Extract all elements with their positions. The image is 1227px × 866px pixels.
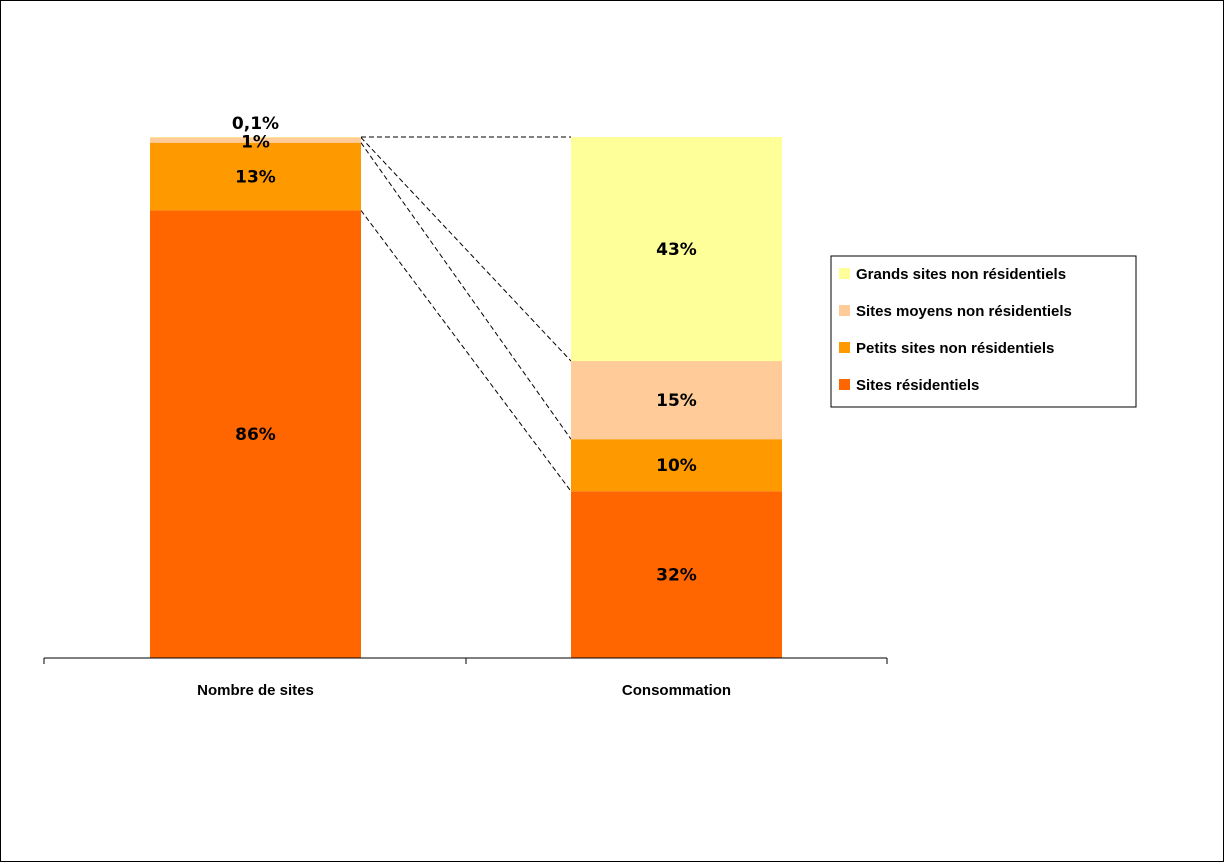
legend-swatch-grands-sites-non-residentiels [839, 268, 850, 279]
data-label-consommation-sites-residentiels: 32% [656, 566, 697, 586]
connector-line-sites-residentiels [360, 210, 572, 492]
legend: Grands sites non résidentiels Sites moyen… [830, 255, 1137, 408]
data-label-nombre-de-sites-sites-moyens-non-residentiels: 1% [241, 133, 270, 153]
connector-line-sites-moyens-non-residentiels [360, 137, 572, 362]
data-label-nombre-de-sites-sites-residentiels: 86% [235, 425, 276, 445]
bar-nombre-de-sites-petits-sites-non-residentiels [150, 142, 361, 211]
legend-label-petits-sites-non-residentiels: Petits sites non résidentiels [856, 340, 1054, 357]
connector-lines [360, 136, 572, 492]
bar-nombre-de-sites-sites-moyens-non-residentiels [150, 137, 361, 143]
bar-consommation-grands-sites-non-residentiels [571, 137, 782, 362]
legend-label-sites-moyens-non-residentiels: Sites moyens non résidentiels [856, 303, 1072, 320]
legend-swatch-sites-residentiels [839, 379, 850, 390]
category-label-nombre-de-sites: Nombre de sites [197, 682, 314, 699]
bar-consommation-sites-moyens-non-residentiels [571, 361, 782, 440]
connector-line-petits-sites-non-residentiels [360, 142, 572, 440]
legend-box [830, 255, 1137, 408]
data-label-consommation-sites-moyens-non-residentiels: 15% [656, 391, 697, 411]
bars-group [150, 137, 782, 658]
bar-consommation-sites-residentiels [571, 491, 782, 658]
bar-nombre-de-sites-sites-residentiels [150, 210, 361, 658]
bar-consommation-petits-sites-non-residentiels [571, 439, 782, 492]
data-label-nombre-de-sites-petits-sites-non-residentiels: 13% [235, 168, 276, 188]
data-label-consommation-petits-sites-non-residentiels: 10% [656, 456, 697, 476]
category-label-consommation: Consommation [622, 682, 731, 699]
data-labels: 86% 13% 1%0,1% 32% 10% 15% 43% [232, 114, 697, 586]
data-label-consommation-grands-sites-non-residentiels: 43% [656, 240, 697, 260]
legend-label-grands-sites-non-residentiels: Grands sites non résidentiels [856, 266, 1066, 283]
legend-swatch-sites-moyens-non-residentiels [839, 305, 850, 316]
bar-nombre-de-sites-grands-sites-non-residentiels [150, 137, 361, 138]
legend-label-sites-residentiels: Sites résidentiels [856, 377, 979, 394]
x-axis: Nombre de sites Consommation [43, 657, 888, 699]
legend-swatch-petits-sites-non-residentiels [839, 342, 850, 353]
data-label-nombre-de-sites-grands-sites-non-residentiels: 0,1% [232, 114, 279, 134]
